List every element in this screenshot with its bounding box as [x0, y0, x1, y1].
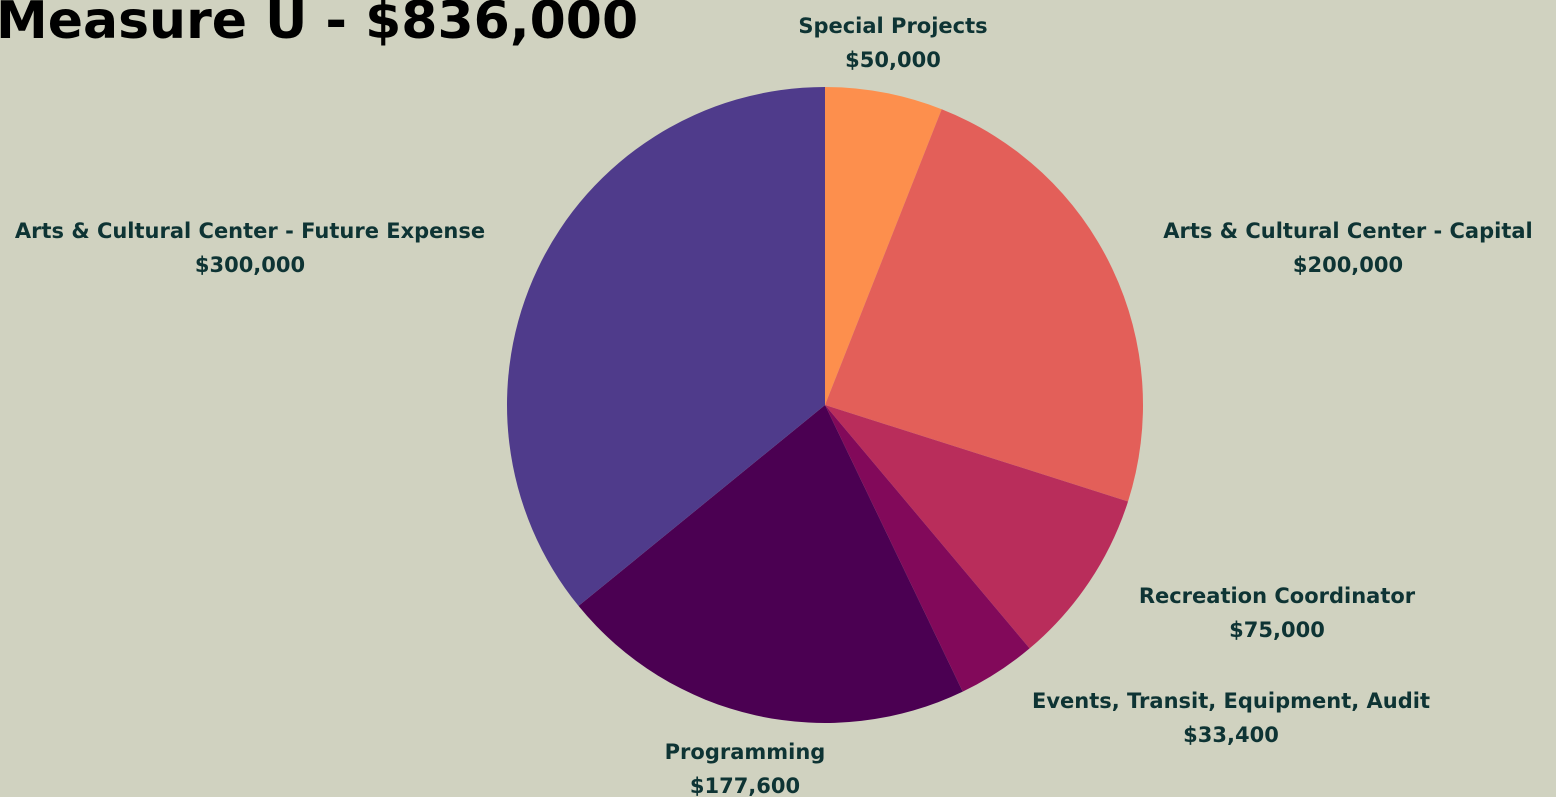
slice-value: $33,400 — [1183, 723, 1279, 747]
slice-label: Arts & Cultural Center - Capital — [1163, 219, 1532, 243]
slice-value: $177,600 — [690, 774, 800, 797]
pie-slice — [825, 109, 1143, 502]
chart-title: Measure U - $836,000 — [0, 0, 638, 51]
pie-slice — [825, 405, 1129, 649]
slice-value: $75,000 — [1229, 618, 1325, 642]
slice-value: $300,000 — [195, 253, 305, 277]
pie-slice — [507, 87, 825, 606]
pie-slice — [825, 87, 942, 405]
slice-label: Events, Transit, Equipment, Audit — [1032, 689, 1430, 713]
slice-label: Special Projects — [798, 14, 987, 38]
slice-label: Recreation Coordinator — [1139, 584, 1416, 608]
pie-slice — [578, 405, 963, 723]
slice-value: $50,000 — [845, 48, 941, 72]
pie-slice — [825, 405, 1030, 692]
slice-value: $200,000 — [1293, 253, 1403, 277]
slice-label: Programming — [665, 740, 826, 764]
slice-label: Arts & Cultural Center - Future Expense — [15, 219, 485, 243]
